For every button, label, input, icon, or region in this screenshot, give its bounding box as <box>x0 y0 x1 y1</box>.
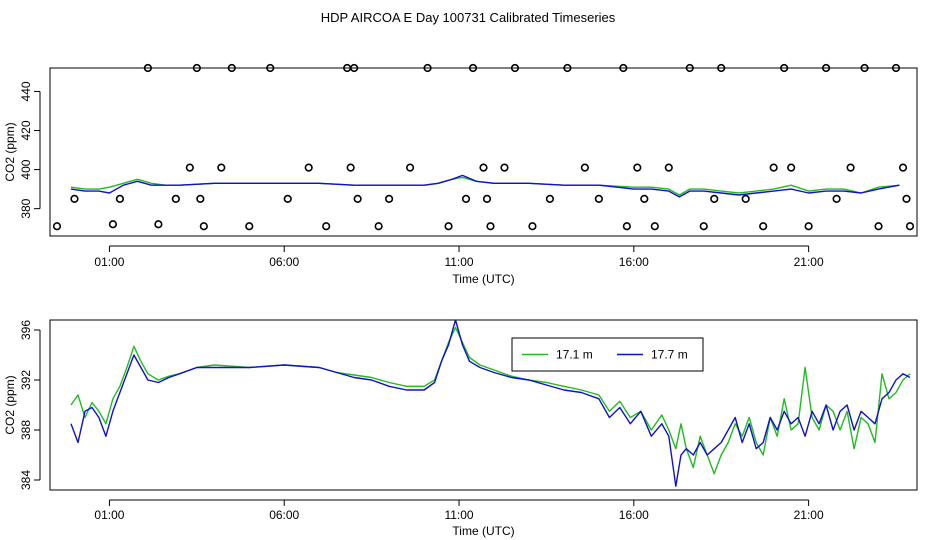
calibration-point <box>350 63 359 73</box>
x-tick-label: 11:00 <box>444 255 473 269</box>
calibration-point <box>192 63 201 73</box>
calibration-point <box>619 63 628 73</box>
series-line-17.7m <box>70 319 911 487</box>
calibration-point <box>171 194 180 203</box>
calibration-point <box>528 222 537 231</box>
x-tick-label: 21:00 <box>794 508 824 522</box>
calibration-point <box>405 163 415 172</box>
y-tick-label: 420 <box>19 120 33 140</box>
calibration-point <box>479 163 488 172</box>
calibration-point <box>70 194 79 203</box>
plot-frame-1 <box>49 67 918 237</box>
calibration-point <box>346 163 355 172</box>
calibration-point <box>902 194 911 203</box>
calibration-point <box>699 222 708 231</box>
calibration-point <box>510 63 520 73</box>
calibration-point <box>217 163 226 172</box>
y-tick-label: 396 <box>19 320 33 340</box>
calibration-point <box>563 63 572 73</box>
x-tick-label: 01:00 <box>94 508 124 522</box>
calibration-point <box>650 222 659 231</box>
calibration-point <box>266 63 275 73</box>
y-tick-label: 380 <box>19 198 33 218</box>
calibration-point <box>461 194 471 203</box>
series-line-green <box>70 176 900 196</box>
calibration-point <box>283 194 292 203</box>
calibration-point <box>860 63 869 73</box>
calibration-point <box>874 222 883 231</box>
calibration-point <box>423 63 432 73</box>
y-tick-label: 400 <box>19 159 33 179</box>
calibration-point <box>444 222 453 231</box>
x-tick-label: 11:00 <box>444 508 473 522</box>
calibration-point <box>115 194 125 203</box>
y-tick-label: 384 <box>19 470 33 490</box>
series-line-blue <box>70 174 900 198</box>
y-tick-label: 440 <box>19 81 33 101</box>
y-tick-label: 388 <box>19 420 33 440</box>
calibration-point <box>710 194 719 203</box>
plot-frame-2 <box>49 319 918 491</box>
calibration-point <box>227 63 236 73</box>
calibration-point <box>108 220 118 229</box>
x-tick-label: 01:00 <box>94 255 124 269</box>
y-axis-label: CO2 (ppm) <box>3 375 17 434</box>
calibration-point <box>580 163 589 172</box>
calibration-point <box>717 63 726 73</box>
calibration-point <box>741 194 750 203</box>
calibration-point <box>832 194 841 203</box>
x-tick-label: 16:00 <box>619 508 649 522</box>
series-line-17.1m <box>70 326 911 475</box>
calibration-point <box>787 163 796 172</box>
x-tick-label: 16:00 <box>619 255 649 269</box>
calibration-point <box>500 163 509 172</box>
calibration-point <box>846 163 855 172</box>
x-axis-label: Time (UTC) <box>452 272 514 286</box>
calibration-point <box>185 163 194 172</box>
calibration-point <box>353 194 362 203</box>
calibration-point <box>245 222 254 231</box>
calibration-point <box>482 194 492 203</box>
y-tick-label: 392 <box>19 370 33 390</box>
calibration-point <box>622 222 631 231</box>
calibration-point <box>545 194 555 203</box>
calibration-point <box>304 163 313 172</box>
calibration-point <box>898 163 908 172</box>
calibration-point <box>322 222 331 231</box>
calibration-point <box>468 63 478 73</box>
calibration-point <box>52 222 62 231</box>
x-tick-label: 21:00 <box>794 255 824 269</box>
calibration-point <box>780 63 789 73</box>
calibration-point <box>822 63 831 73</box>
calibration-point <box>143 63 152 73</box>
calibration-point <box>374 222 383 231</box>
calibration-point <box>640 194 649 203</box>
calibration-point <box>594 194 603 203</box>
calibration-point <box>905 222 915 231</box>
calibration-point <box>196 194 205 203</box>
calibration-point <box>769 163 778 172</box>
calibration-point <box>664 163 673 172</box>
calibration-point <box>891 63 901 73</box>
calibration-point <box>486 222 495 231</box>
calibration-point <box>685 63 694 73</box>
calibration-point <box>199 222 208 231</box>
legend-label: 17.7 m <box>651 348 688 362</box>
calibration-point <box>633 163 642 172</box>
x-axis-label: Time (UTC) <box>452 524 514 538</box>
legend-label: 17.1 m <box>556 348 593 362</box>
x-tick-label: 06:00 <box>269 255 299 269</box>
x-tick-label: 06:00 <box>269 508 299 522</box>
calibration-point <box>759 222 768 231</box>
calibration-point <box>385 194 394 203</box>
chart-title: HDP AIRCOA E Day 100731 Calibrated Times… <box>320 10 616 25</box>
calibration-point <box>804 222 813 231</box>
y-axis-label: CO2 (ppm) <box>3 122 17 181</box>
calibration-point <box>154 220 163 229</box>
